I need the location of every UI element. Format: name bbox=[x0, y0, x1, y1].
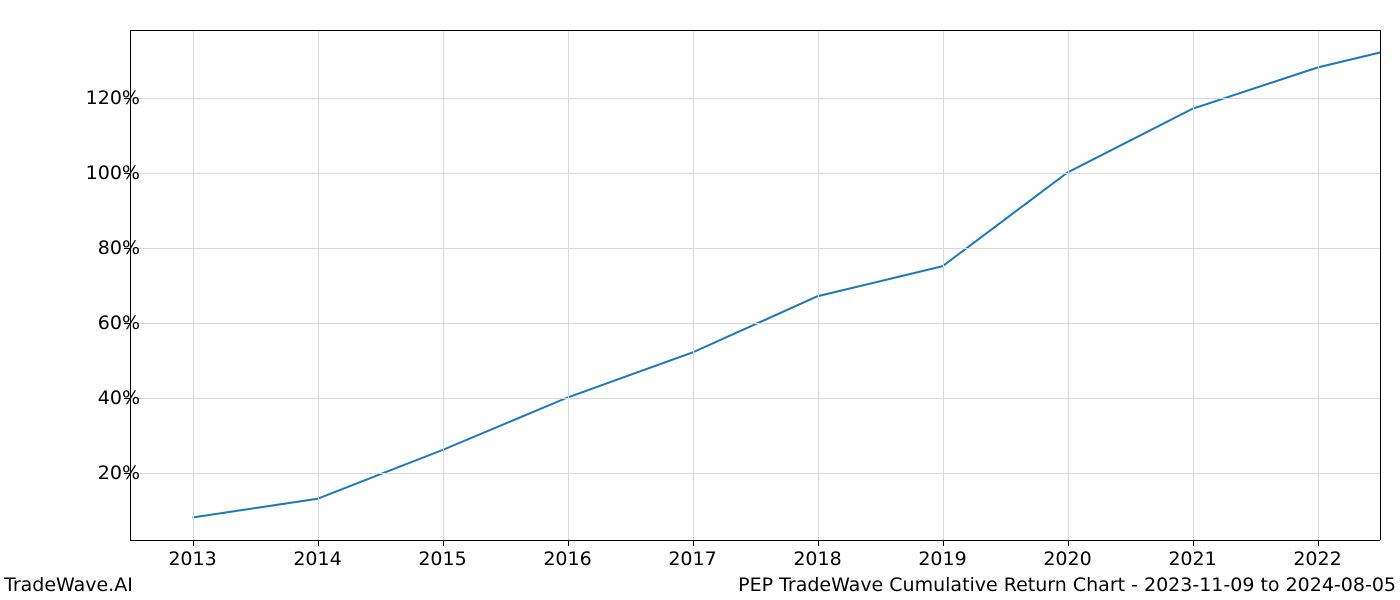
y-tick-label: 100% bbox=[70, 162, 140, 184]
x-tick-label: 2018 bbox=[793, 548, 841, 570]
gridline-vertical bbox=[1318, 30, 1319, 540]
x-tick-mark bbox=[693, 540, 694, 546]
x-tick-mark bbox=[193, 540, 194, 546]
x-tick-label: 2022 bbox=[1293, 548, 1341, 570]
x-tick-mark bbox=[1318, 540, 1319, 546]
x-tick-mark bbox=[943, 540, 944, 546]
top-spine bbox=[130, 30, 1380, 31]
x-tick-label: 2016 bbox=[543, 548, 591, 570]
y-tick-label: 60% bbox=[70, 312, 140, 334]
x-tick-label: 2019 bbox=[918, 548, 966, 570]
x-tick-label: 2021 bbox=[1168, 548, 1216, 570]
x-tick-mark bbox=[1193, 540, 1194, 546]
x-tick-label: 2020 bbox=[1043, 548, 1091, 570]
y-tick-label: 20% bbox=[70, 462, 140, 484]
gridline-vertical bbox=[443, 30, 444, 540]
x-tick-mark bbox=[568, 540, 569, 546]
gridline-vertical bbox=[818, 30, 819, 540]
gridline-vertical bbox=[1068, 30, 1069, 540]
x-tick-label: 2015 bbox=[418, 548, 466, 570]
x-tick-label: 2013 bbox=[168, 548, 216, 570]
footer-brand-text: TradeWave.AI bbox=[4, 574, 133, 596]
x-tick-mark bbox=[818, 540, 819, 546]
x-tick-mark bbox=[1068, 540, 1069, 546]
gridline-vertical bbox=[193, 30, 194, 540]
x-tick-label: 2014 bbox=[293, 548, 341, 570]
gridline-vertical bbox=[693, 30, 694, 540]
right-spine bbox=[1380, 30, 1381, 540]
x-tick-label: 2017 bbox=[668, 548, 716, 570]
y-tick-label: 120% bbox=[70, 87, 140, 109]
line-series bbox=[193, 53, 1381, 518]
gridline-vertical bbox=[943, 30, 944, 540]
y-tick-label: 40% bbox=[70, 387, 140, 409]
gridline-vertical bbox=[568, 30, 569, 540]
gridline-vertical bbox=[318, 30, 319, 540]
y-tick-label: 80% bbox=[70, 237, 140, 259]
x-tick-mark bbox=[318, 540, 319, 546]
footer-caption-text: PEP TradeWave Cumulative Return Chart - … bbox=[738, 574, 1396, 596]
gridline-vertical bbox=[1193, 30, 1194, 540]
x-tick-mark bbox=[443, 540, 444, 546]
